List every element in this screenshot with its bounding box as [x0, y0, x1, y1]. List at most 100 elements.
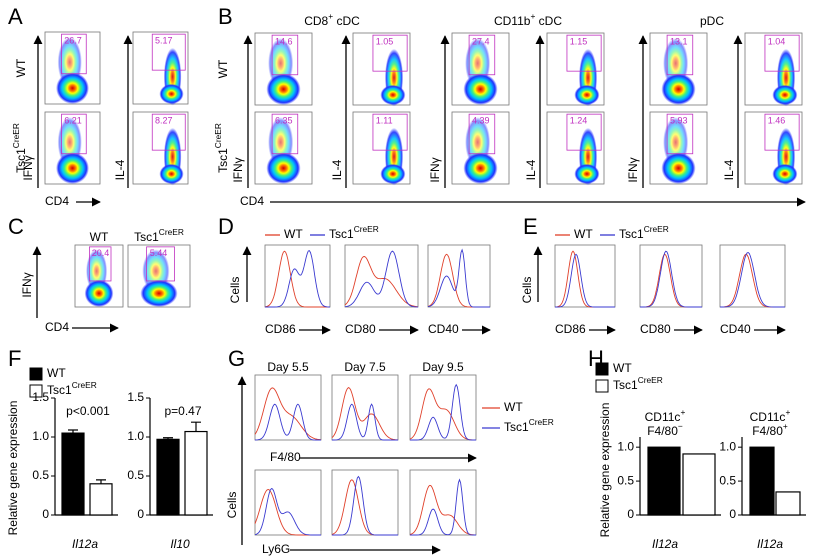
density-blob — [380, 163, 406, 184]
gate-value: 8.27 — [155, 116, 173, 126]
gate-value: 5.93 — [670, 116, 688, 126]
gate — [566, 34, 602, 72]
bar — [61, 432, 85, 516]
column-header: Day 9.5 — [422, 360, 464, 374]
plot-frame — [254, 469, 322, 536]
superscript: CreER — [72, 380, 97, 390]
gate — [61, 113, 87, 155]
superscript: CreER — [638, 375, 663, 385]
panel-label: G — [228, 346, 245, 371]
legend-label: WT — [574, 227, 593, 241]
histogram-curve — [254, 403, 321, 441]
label-part: Tsc1 — [329, 227, 354, 241]
y-label: IL-4 — [113, 159, 127, 180]
gate — [468, 34, 496, 76]
y-tick-label: 0.5 — [32, 468, 49, 482]
x-label: CD4 — [240, 194, 264, 208]
density-blob — [661, 152, 696, 184]
legend-swatch — [595, 362, 609, 376]
histogram-curve — [265, 250, 330, 308]
gate — [372, 113, 408, 151]
plot-frame — [264, 244, 331, 308]
row-label: WT — [216, 59, 230, 78]
panel-label: A — [8, 4, 23, 29]
label-part: cDC — [535, 14, 562, 28]
histogram-curve — [331, 387, 399, 441]
gate-value: 1.46 — [768, 116, 786, 126]
y-label: Relative gene expression — [598, 403, 612, 538]
density-blob — [772, 84, 798, 105]
gate-value: 1.15 — [570, 37, 588, 47]
label-part: Tsc1 — [613, 378, 638, 392]
chart-title: CD11c+ — [645, 407, 686, 424]
density-blob — [140, 279, 178, 307]
x-label: CD80 — [345, 322, 376, 336]
plot-frame — [254, 374, 322, 441]
legend-label: WT — [613, 361, 632, 375]
legend-label: WT — [504, 400, 523, 414]
column-header: Day 5.5 — [267, 360, 309, 374]
y-label: IL-4 — [524, 159, 538, 180]
superscript: CreER — [644, 224, 669, 234]
legend-swatch — [595, 379, 609, 393]
error-bar — [68, 429, 78, 434]
superscript: + — [328, 11, 333, 21]
histogram-curve — [410, 478, 476, 536]
gate — [146, 246, 175, 282]
bar — [647, 446, 681, 516]
column-header: pDC — [700, 14, 724, 28]
bar — [749, 446, 775, 516]
y-label: Relative gene expression — [6, 401, 20, 536]
legend-label: WT — [284, 227, 303, 241]
chart-title: CD11c+ — [750, 407, 791, 424]
density-blob — [661, 73, 696, 106]
density-blob — [380, 84, 406, 105]
error-bar — [96, 479, 106, 484]
gate — [566, 113, 602, 151]
density-blob — [159, 163, 184, 184]
superscript: − — [678, 421, 683, 431]
column-header: Day 7.5 — [344, 360, 386, 374]
row-label: Tsc1CreER — [213, 123, 230, 173]
gate — [666, 113, 694, 155]
bar — [89, 483, 113, 516]
histogram-curve — [409, 388, 476, 441]
label-part: CD11c — [750, 410, 786, 424]
density-blob — [772, 163, 798, 184]
y-tick-label: 0 — [729, 507, 736, 521]
x-label: Il10 — [170, 537, 190, 551]
gate-value: 26.7 — [64, 36, 82, 46]
y-tick-label: 0.5 — [719, 473, 736, 487]
gate — [372, 34, 408, 72]
label-part: cDC — [333, 14, 360, 28]
y-tick-label: 1.5 — [127, 390, 144, 404]
histogram-curve — [409, 484, 476, 536]
y-label: IFNγ — [428, 157, 442, 182]
annotation: p<0.001 — [66, 404, 110, 418]
gate-value: 1.05 — [376, 37, 394, 47]
y-tick-label: 0 — [137, 507, 144, 521]
histogram-curve — [344, 250, 419, 308]
plot-frame — [331, 469, 399, 536]
gate — [764, 34, 800, 72]
x-label: CD40 — [428, 322, 459, 336]
density-blob — [159, 83, 184, 104]
gate-value: 1.11 — [376, 116, 393, 126]
gate-value: 20.4 — [92, 248, 110, 258]
x-label: CD40 — [720, 322, 751, 336]
density-blob — [84, 279, 114, 307]
plot-frame — [344, 244, 419, 308]
label-part: CD11c — [645, 410, 681, 424]
histogram-curve — [254, 487, 321, 536]
label-part: CD11b — [494, 14, 531, 28]
superscript: CreER — [11, 123, 21, 148]
y-tick-label: 1.0 — [127, 429, 144, 443]
superscript: + — [785, 407, 790, 417]
y-label: Cells — [225, 492, 239, 519]
x-label: CD80 — [640, 322, 671, 336]
label-part: Tsc1 — [47, 383, 72, 397]
histogram-curve — [344, 256, 419, 308]
label-part: F4/80 — [752, 424, 783, 438]
panel-label: E — [523, 214, 538, 239]
column-header: Tsc1CreER — [134, 227, 184, 244]
